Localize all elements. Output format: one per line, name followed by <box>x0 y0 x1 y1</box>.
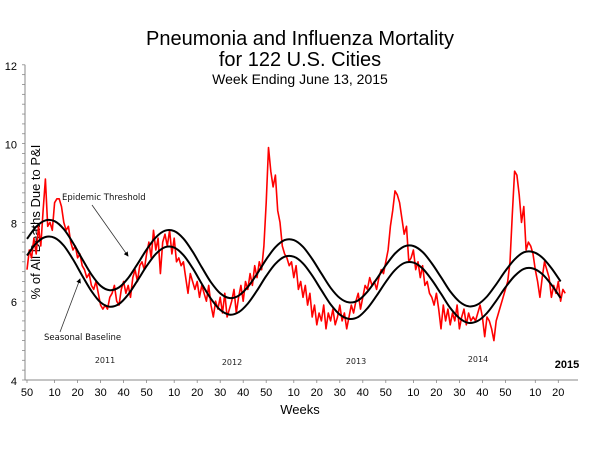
x-tick-label: 10 <box>407 387 419 399</box>
year-label: 2015 <box>555 359 579 371</box>
chart-title: Pneumonia and Influenza Mortality <box>146 28 454 50</box>
x-tick-label: 10 <box>288 387 300 399</box>
x-tick-label: 20 <box>552 387 564 399</box>
year-label: 2012 <box>222 358 242 367</box>
x-tick-label: 30 <box>453 387 465 399</box>
x-tick-label: 30 <box>94 387 106 399</box>
x-tick-label: 10 <box>168 387 180 399</box>
x-tick-label: 50 <box>380 387 392 399</box>
year-label: 2011 <box>95 356 115 365</box>
x-tick-label: 20 <box>430 387 442 399</box>
x-tick-label: 20 <box>191 387 203 399</box>
y-tick-label: 8 <box>11 218 17 230</box>
y-tick-label: 6 <box>11 297 17 309</box>
x-tick-label: 10 <box>529 387 541 399</box>
chart-title-line2: for 122 U.S. Cities <box>219 49 381 71</box>
x-tick-label: 30 <box>214 387 226 399</box>
year-label: 2014 <box>468 355 488 364</box>
observed-pi-line <box>26 146 566 342</box>
x-tick-label: 40 <box>237 387 249 399</box>
x-tick-label: 40 <box>117 387 129 399</box>
y-axis-label: % of All Deaths Due to P&I <box>28 145 43 300</box>
x-tick-label: 20 <box>311 387 323 399</box>
y-tick-label: 12 <box>5 61 17 73</box>
x-tick-label: 50 <box>140 387 152 399</box>
x-tick-label: 10 <box>48 387 60 399</box>
y-tick-label: 4 <box>11 376 17 388</box>
x-tick-label: 40 <box>357 387 369 399</box>
series-lines <box>26 146 566 342</box>
x-axis-label: Weeks <box>280 402 320 417</box>
chart-subtitle: Week Ending June 13, 2015 <box>212 71 388 87</box>
annotation-seasonal-baseline: Seasonal Baseline <box>44 333 121 343</box>
x-tick-label: 50 <box>260 387 272 399</box>
baseline-line <box>26 235 562 324</box>
threshold-arrow <box>91 204 129 257</box>
tick-labels: 4 6 8 10 12 50 10 20 30 40 50 10 20 30 40 50 10 20 30 40 50 1… <box>5 61 579 399</box>
baseline-arrow <box>59 278 81 333</box>
threshold-line <box>26 218 562 308</box>
x-tick-label: 40 <box>476 387 488 399</box>
year-label: 2013 <box>346 357 366 366</box>
y-tick-label: 10 <box>5 140 17 152</box>
axes <box>22 64 578 383</box>
x-tick-label: 30 <box>334 387 346 399</box>
x-tick-label: 20 <box>71 387 83 399</box>
x-tick-label: 50 <box>499 387 511 399</box>
x-tick-label: 50 <box>21 387 33 399</box>
annotation-epidemic-threshold: Epidemic Threshold <box>62 193 146 203</box>
